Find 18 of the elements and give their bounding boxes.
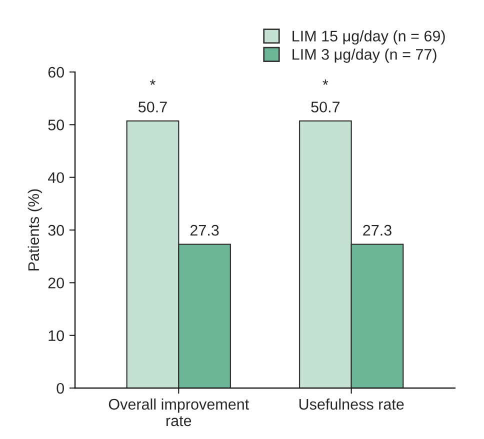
y-tick-label: 20: [48, 278, 64, 288]
data-label: 27.3: [363, 224, 392, 236]
y-axis-title: Patients (%): [28, 189, 42, 270]
y-tick-label: 50: [48, 120, 64, 130]
y-tick-label: 10: [48, 330, 64, 342]
legend-label: LIM 15 μg/day (n = 69): [292, 30, 445, 45]
x-tick-label: Overall improvement rate: [108, 398, 249, 426]
data-label: 50.7: [311, 102, 340, 112]
annotation: *: [150, 80, 156, 85]
legend-label: LIM 3 μg/day (n = 77): [292, 48, 436, 63]
data-label: 50.7: [138, 102, 167, 112]
x-tick-label: Usefulness rate: [299, 398, 404, 410]
annotation: *: [322, 80, 328, 85]
y-tick-label: 0: [56, 382, 64, 394]
y-tick-label: 60: [48, 66, 64, 78]
y-tick-label: 30: [48, 224, 64, 236]
data-label: 27.3: [190, 224, 219, 236]
y-tick-label: 40: [48, 172, 64, 184]
